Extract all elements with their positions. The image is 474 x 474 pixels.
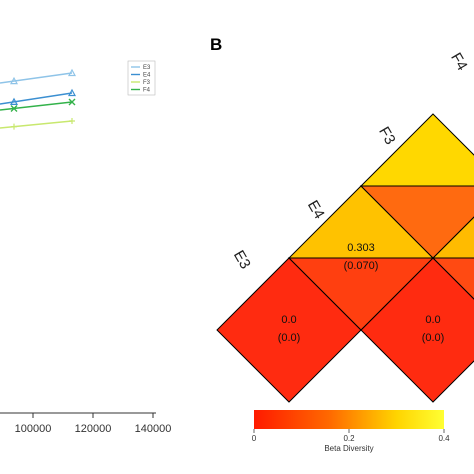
series-point-E4 [67, 88, 77, 97]
legend-label-E3: E3 [143, 65, 151, 71]
series-point-E3 [9, 76, 19, 85]
series-point-E4 [9, 97, 19, 106]
heatmap-cell-value: 0.0 [425, 314, 440, 326]
line-chart-x-ticks: 100000 120000 140000 [15, 413, 172, 435]
series-point-F4 [10, 104, 18, 112]
x-tick-label: 100000 [15, 423, 52, 435]
heatmap-cell-sd-label: (0.070) [344, 260, 379, 272]
heatmap-cell-sd [431, 257, 474, 300]
heatmap-cell-sd [359, 185, 474, 259]
heatmap-label-E3: E3 [230, 248, 254, 272]
series-point-F3 [69, 118, 75, 124]
series-line-F4 [0, 101, 73, 111]
heatmap-cells: 0.0(0.0)0.0(0.0)0.303(0.070)0.317(0.149) [216, 113, 474, 403]
legend-label-F3: F3 [143, 80, 151, 86]
x-tick-label: 120000 [75, 423, 112, 435]
colorbar-tick-label: 0.2 [343, 434, 355, 443]
colorbar [254, 410, 444, 429]
series-point-E3 [67, 68, 77, 77]
heatmap-cell-sd-label: (0.0) [422, 332, 445, 344]
colorbar-label: Beta Diversity [324, 444, 373, 453]
heatmap-cell-sd-label: (0.0) [278, 332, 301, 344]
series-point-F3 [11, 123, 17, 130]
heatmap-label-F4: F4 [447, 50, 470, 74]
series-point-F4 [68, 98, 76, 106]
colorbar-tick-label: 0.4 [438, 434, 450, 443]
colorbar-ticks: 0 0.2 0.4 [252, 429, 450, 443]
line-chart-plot-area [0, 68, 156, 414]
panel-label-b: B [210, 35, 222, 54]
heatmap-axis-labels: E3 E4 F3 F4 [230, 50, 471, 272]
heatmap-cell-mean [359, 113, 474, 187]
heatmap-cell-sd [287, 257, 435, 331]
legend-label-E4: E4 [143, 73, 151, 79]
heatmap-cell-value: 0.303 [347, 242, 375, 254]
x-tick-label: 140000 [135, 423, 172, 435]
heatmap-cell-value: 0.0 [281, 314, 296, 326]
heatmap-label-E4: E4 [304, 198, 328, 222]
colorbar-tick-label: 0 [252, 434, 257, 443]
legend-label-F4: F4 [143, 88, 151, 94]
heatmap-label-F3: F3 [375, 124, 398, 148]
